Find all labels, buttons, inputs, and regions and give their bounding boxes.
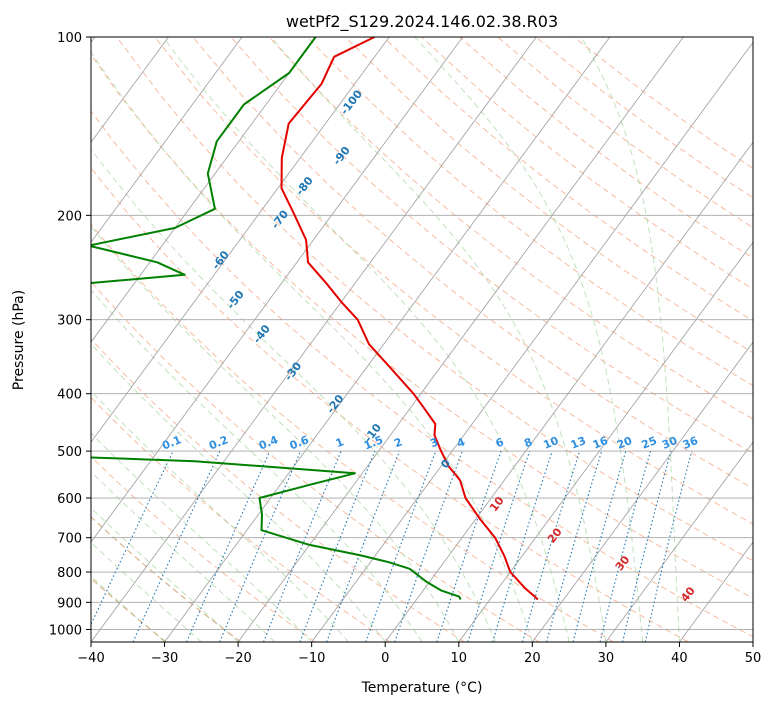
mixing-ratio-label: 1: [334, 435, 346, 450]
isotherm-line: [164, 37, 611, 642]
mixing-ratio-line: [365, 450, 437, 642]
mixing-ratio-line: [467, 450, 531, 642]
temperature-profile: [280, 37, 539, 601]
mixing-ratio-label: 3: [428, 435, 440, 450]
y-tick-label: 800: [57, 566, 82, 581]
background-lines: [91, 37, 753, 642]
profile-series: [91, 37, 539, 601]
dry-adiabat: [268, 37, 753, 420]
x-tick-label: −20: [224, 651, 251, 666]
plot-frame: [90, 36, 754, 643]
mixing-ratio-label: 30: [660, 434, 679, 452]
mixing-ratio-line: [262, 450, 342, 642]
mixing-ratio-line: [622, 450, 672, 642]
x-tick-label: 0: [381, 651, 389, 666]
isotherm-line: [91, 37, 316, 343]
isotherm-line: [311, 41, 753, 642]
mixing-ratio-line: [572, 450, 627, 642]
dry-adiabat: [91, 53, 753, 599]
dry-adiabat: [91, 338, 465, 642]
mixing-ratio-line: [599, 450, 652, 642]
mixing-ratio-label: 36: [681, 434, 700, 452]
dry-adiabat: [306, 37, 753, 387]
dry-adiabat: [91, 396, 391, 642]
chart-title: wetPf2_S129.2024.146.02.38.R03: [286, 12, 558, 32]
dry-adiabat: [421, 37, 753, 290]
mixing-ratio-label: 10: [541, 434, 560, 452]
isotherm-line: [237, 37, 684, 642]
x-tick-label: −10: [298, 651, 325, 666]
moist-adiabat: [91, 51, 533, 642]
x-tick-label: 30: [598, 651, 615, 666]
isotherm-line: [605, 441, 753, 642]
y-axis-label: Pressure (hPa): [11, 290, 27, 390]
mixing-ratio-lines: [91, 450, 693, 642]
moist-adiabat: [414, 37, 644, 642]
isotherm-line: [531, 341, 753, 642]
moist-adiabat: [91, 390, 349, 642]
moist-adiabat: [162, 37, 570, 642]
dry-adiabat: [91, 166, 689, 642]
isotherm-line: [458, 241, 753, 642]
dry-adiabat: [91, 223, 614, 642]
moist-adiabat: [270, 37, 607, 642]
mixing-ratio-label: 2: [392, 435, 404, 450]
dry-adiabat: [91, 455, 316, 642]
y-tick-label: 200: [57, 209, 82, 224]
y-tick-label: 700: [57, 532, 82, 547]
mixing-ratio-label: 13: [569, 434, 588, 452]
dry-adiabat: [91, 280, 540, 642]
y-tick-label: 1000: [49, 623, 82, 638]
moist-adiabat: [91, 507, 239, 642]
mixing-ratio-line: [326, 450, 401, 642]
mixing-ratio-line: [644, 450, 693, 642]
y-tick-label: 600: [57, 492, 82, 507]
x-tick-label: 40: [671, 651, 688, 666]
x-tick-label: 10: [451, 651, 468, 666]
dry-adiabat: [192, 37, 753, 489]
moist-adiabat: [91, 289, 423, 642]
dry-adiabat-reference: [91, 577, 167, 642]
mixing-ratio-label: 8: [522, 435, 534, 450]
moist-adiabat: [91, 541, 202, 642]
isotherm-line: [91, 37, 243, 244]
dewpoint-profile: [91, 37, 462, 600]
mixing-ratio-line: [436, 450, 502, 642]
x-tick-label: −40: [77, 651, 104, 666]
mixing-ratio-line: [299, 450, 376, 642]
moist-adiabat: [91, 148, 497, 642]
isotherm-line: [91, 37, 169, 144]
mixing-ratio-label: 20: [615, 434, 634, 452]
isotherm-line: [384, 141, 753, 642]
mixing-ratio-label: 25: [640, 434, 659, 452]
y-tick-label: 300: [57, 314, 82, 329]
x-tick-label: 20: [524, 651, 541, 666]
isotherm-line: [91, 37, 390, 443]
dry-adiabat: [230, 37, 753, 454]
x-tick-label: 50: [745, 651, 762, 666]
mixing-ratio-line: [394, 450, 463, 642]
y-tick-label: 500: [57, 445, 82, 460]
mixing-ratio-line: [546, 450, 603, 642]
y-tick-label: 900: [57, 596, 82, 611]
plot-area: [91, 37, 753, 642]
isotherm-line: [91, 37, 537, 642]
x-tick-label: −30: [151, 651, 178, 666]
moist-adiabat: [91, 432, 313, 642]
isotherm-line: [91, 37, 464, 543]
moist-adiabat: [91, 575, 165, 642]
moist-adiabat: [91, 225, 460, 642]
mixing-ratio-label: 16: [591, 434, 610, 452]
moist-adiabat: [580, 37, 680, 642]
mixing-ratio-line: [186, 450, 271, 642]
y-tick-label: 100: [57, 31, 82, 46]
axes: −40 −30 −20 −10 0 10 20 30 40 50 100 200 300 400 500 60…: [49, 31, 761, 666]
x-axis-label: Temperature (°C): [361, 680, 483, 696]
mixing-ratio-line: [492, 450, 553, 642]
y-tick-label: 400: [57, 388, 82, 403]
mixing-ratio-line: [219, 450, 302, 642]
mixing-ratio-line: [521, 450, 581, 642]
